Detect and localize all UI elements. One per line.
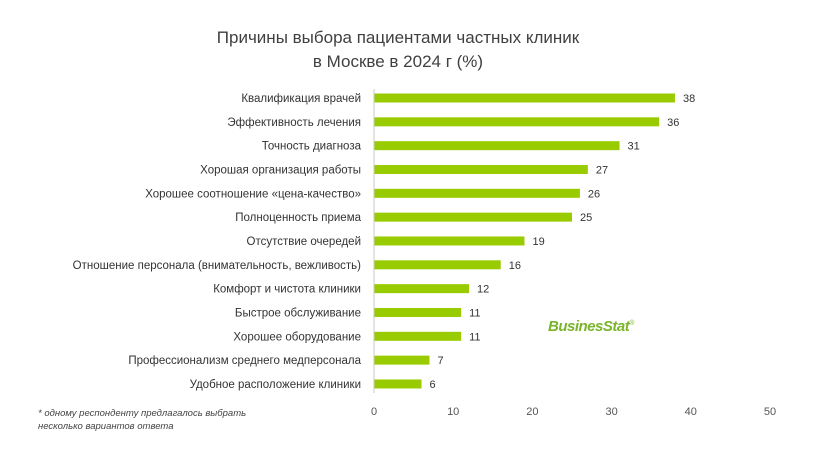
data-label: 6 [430, 379, 436, 391]
bar [374, 331, 462, 341]
bars-group: Квалификация врачей 38 Эффективность лечен… [73, 93, 696, 391]
x-tick-label: 50 [764, 406, 776, 418]
footnote: * одному респонденту предлагалось выбрат… [38, 407, 246, 433]
bar [374, 164, 588, 174]
bar [374, 188, 580, 198]
businesstat-logo: BusinesStat® [548, 318, 634, 335]
data-label: 27 [596, 164, 608, 176]
category-label: Профессионализм среднего медперсонала [128, 355, 361, 367]
category-label: Точность диагноза [262, 141, 362, 153]
chart-title-line2: в Москве в 2024 г (%) [312, 52, 484, 71]
data-label: 26 [588, 188, 600, 200]
x-tick-labels: 0 10 20 30 40 50 [371, 406, 776, 418]
data-label: 11 [469, 307, 480, 319]
bar [374, 284, 470, 294]
x-tick-label: 0 [371, 406, 377, 418]
footnote-line1: * одному респонденту предлагалось выбрат… [38, 408, 247, 419]
data-label: 31 [628, 141, 640, 153]
bar [374, 260, 501, 270]
category-label: Хорошая организация работы [200, 164, 361, 176]
category-label: Отношение персонала (внимательность, веж… [73, 260, 362, 272]
data-label: 19 [532, 236, 544, 248]
data-label: 36 [667, 117, 679, 129]
category-label: Хорошее соотношение «цена-качество» [145, 188, 361, 200]
category-label: Комфорт и чистота клиники [213, 284, 361, 296]
category-label: Хорошее оборудование [233, 331, 361, 343]
data-label: 7 [437, 355, 443, 367]
logo-text: BusinesStat [548, 318, 630, 335]
bar [374, 117, 660, 127]
bar [374, 212, 572, 222]
footnote-line2: несколько вариантов ответа [38, 421, 174, 432]
chart-title: Причины выбора пациентами частных клиник… [0, 26, 796, 74]
bar [374, 379, 422, 389]
data-label: 38 [683, 93, 695, 105]
bar [374, 93, 675, 103]
logo-registered-mark: ® [629, 320, 634, 327]
data-label: 11 [469, 331, 480, 343]
category-label: Быстрое обслуживание [235, 307, 361, 319]
data-label: 16 [509, 260, 521, 272]
category-label: Отсутствие очередей [247, 236, 361, 248]
category-label: Эффективность лечения [227, 117, 361, 129]
bar [374, 236, 525, 246]
x-tick-label: 30 [605, 406, 617, 418]
bar [374, 355, 430, 365]
x-tick-label: 40 [685, 406, 697, 418]
x-tick-label: 20 [526, 406, 538, 418]
x-tick-label: 10 [447, 406, 459, 418]
data-label: 25 [580, 212, 592, 224]
category-label: Квалификация врачей [241, 93, 361, 105]
chart-title-line1: Причины выбора пациентами частных клиник [216, 28, 580, 47]
bar [374, 307, 462, 317]
bar [374, 141, 620, 151]
category-label: Полноценность приема [235, 212, 361, 224]
category-label: Удобное расположение клиники [190, 379, 361, 391]
data-label: 12 [477, 284, 489, 296]
